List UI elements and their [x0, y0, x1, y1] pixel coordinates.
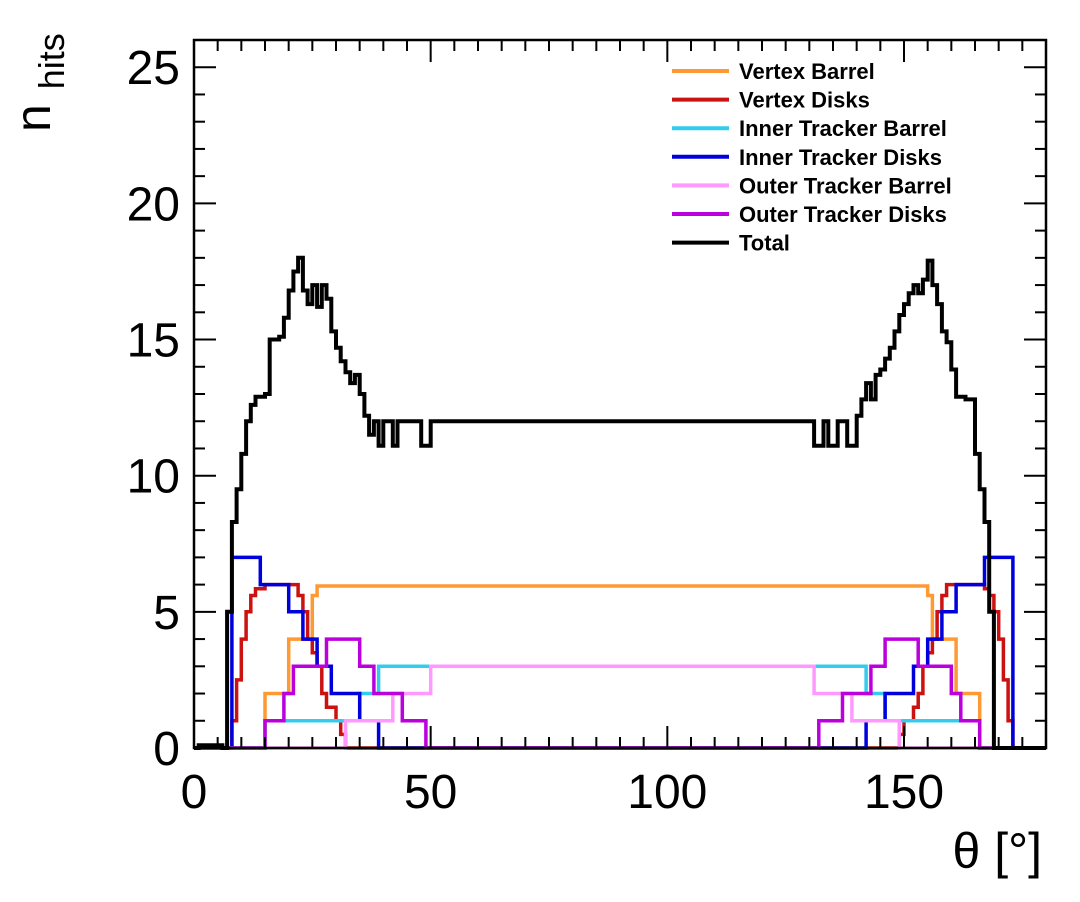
y-axis-title-main: n [5, 104, 61, 132]
legend: Vertex Barrel Vertex Disks Inner Tracker B… [672, 59, 952, 256]
series-line-total [194, 255, 1046, 750]
legend-item-outer-tracker-disks: Outer Tracker Disks [672, 202, 947, 227]
legend-label: Outer Tracker Disks [739, 202, 947, 227]
y-axis-title: n hits [5, 33, 72, 132]
y-tick-label: 20 [127, 178, 180, 231]
y-axis-title-subscript: hits [31, 33, 72, 89]
plot-frame [192, 38, 1048, 750]
y-tick-label: 25 [127, 42, 180, 95]
legend-item-outer-tracker-barrel: Outer Tracker Barrel [672, 173, 952, 198]
legend-label: Inner Tracker Barrel [739, 116, 947, 141]
x-tick-label: 100 [627, 766, 707, 819]
legend-item-vertex-barrel: Vertex Barrel [672, 59, 875, 84]
x-tick-label: 150 [864, 766, 944, 819]
legend-item-total: Total [672, 231, 790, 256]
x-tick-label: 0 [181, 766, 208, 819]
legend-label: Outer Tracker Barrel [739, 173, 952, 198]
tick-labels-layer: 0 50 100 150 0 5 10 15 20 25 [127, 42, 944, 819]
legend-label: Vertex Barrel [739, 59, 875, 84]
legend-label: Vertex Disks [739, 88, 870, 113]
legend-item-inner-tracker-disks: Inner Tracker Disks [672, 145, 942, 170]
y-tick-label: 0 [153, 723, 180, 776]
x-axis-title: θ [°] [953, 823, 1042, 879]
x-tick-label: 50 [404, 766, 457, 819]
legend-label: Inner Tracker Disks [739, 145, 942, 170]
legend-item-vertex-disks: Vertex Disks [672, 88, 870, 113]
legend-item-inner-tracker-barrel: Inner Tracker Barrel [672, 116, 947, 141]
y-tick-label: 10 [127, 451, 180, 504]
legend-label: Total [739, 231, 790, 256]
y-tick-label: 15 [127, 315, 180, 368]
series-line-outer-tracker-barrel [194, 664, 1046, 750]
y-tick-label: 5 [153, 587, 180, 640]
